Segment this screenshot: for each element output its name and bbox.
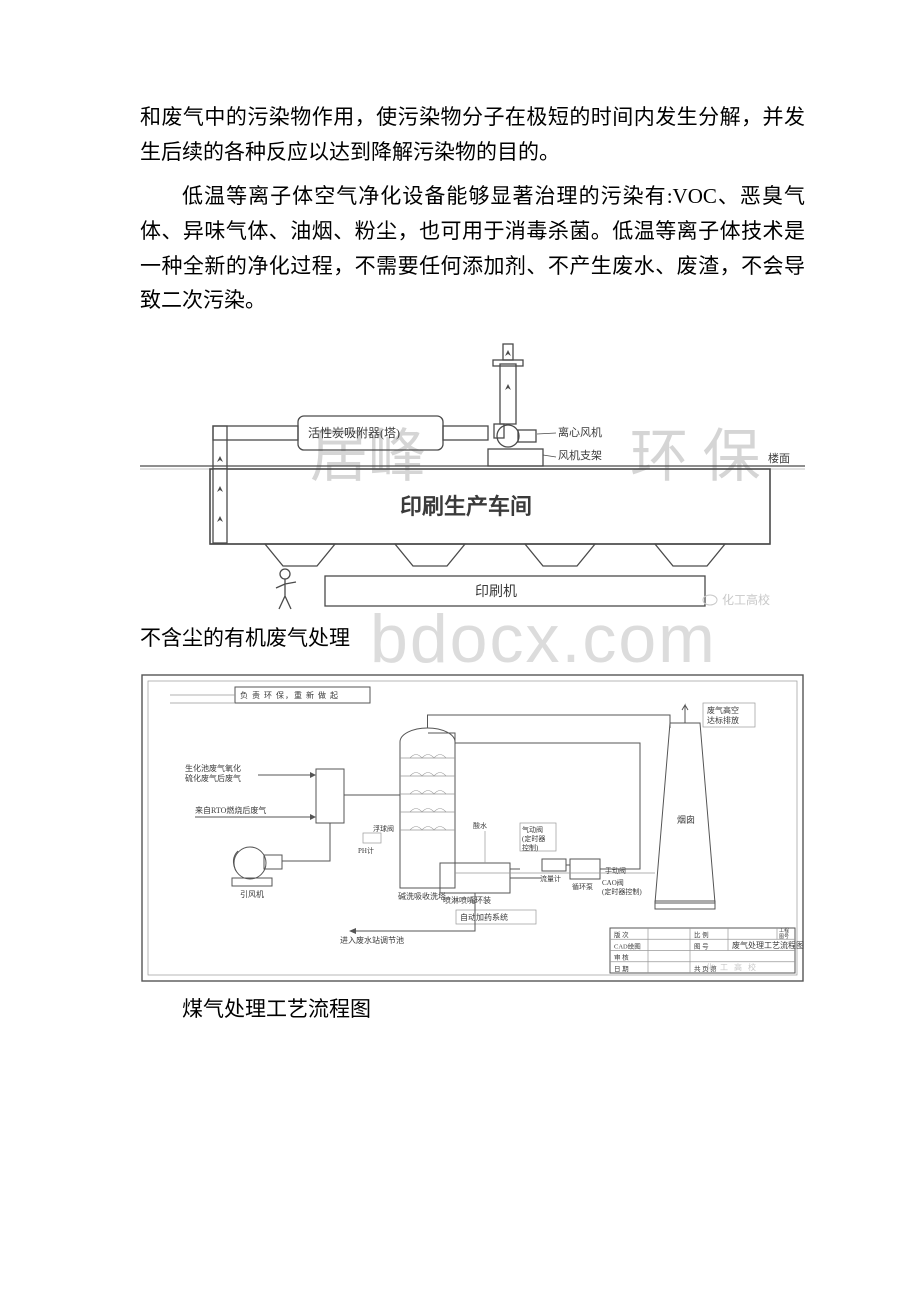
svg-text:日 期: 日 期 [614,965,629,973]
svg-text:审 核: 审 核 [614,953,629,962]
svg-text:来自RTO燃烧后废气: 来自RTO燃烧后废气 [195,805,266,815]
svg-text:印刷生产车间: 印刷生产车间 [400,494,532,519]
svg-text:PH计: PH计 [358,846,374,855]
svg-text:比 例: 比 例 [694,930,709,939]
svg-text:楼面: 楼面 [768,451,790,465]
figure-1-printing-workshop: 居峰环 保楼面印刷生产车间活性炭吸附器(塔)风机支架离心风机印刷机化工高校 [140,336,805,616]
svg-text:印刷机: 印刷机 [475,584,517,600]
svg-text:图号: 图号 [779,934,789,940]
svg-text:废气高空: 废气高空 [707,705,739,715]
figure-2-caption: 煤气处理工艺流程图 [140,993,805,1027]
svg-text:环 保: 环 保 [630,424,761,489]
svg-text:化 工 高 校: 化 工 高 校 [706,962,758,972]
svg-text:风机支架: 风机支架 [558,448,602,462]
svg-text:废气处理工艺流程图: 废气处理工艺流程图 [732,940,804,950]
svg-text:控制): 控制) [522,843,539,852]
svg-text:流量计: 流量计 [540,874,561,883]
svg-text:离心风机: 离心风机 [558,425,602,439]
svg-text:硫化废气后废气: 硫化废气后废气 [185,773,241,783]
svg-text:自动加药系统: 自动加药系统 [460,912,508,922]
svg-text:版 次: 版 次 [614,930,629,939]
figure-1-caption: 不含尘的有机废气处理 [140,626,350,650]
svg-text:(定时器控制): (定时器控制) [602,887,642,896]
svg-text:达标排放: 达标排放 [707,715,739,725]
svg-text:CAD绘图: CAD绘图 [614,942,641,951]
svg-text:化工高校: 化工高校 [722,592,770,607]
figure-2-gas-treatment-flow: 负 责 环 保，重 新 做 起烟囱 废气高空达标排放碱洗吸收洗塔 生化池废气氧化硫化… [140,673,805,983]
svg-text:活性炭吸附器(塔): 活性炭吸附器(塔) [308,426,400,440]
svg-text:喷淋喷嘴环装: 喷淋喷嘴环装 [443,895,491,905]
svg-text:浮球阀: 浮球阀 [373,824,394,833]
svg-text:循环泵: 循环泵 [572,882,593,891]
svg-text:烟囱: 烟囱 [677,814,695,825]
svg-text:气动阀: 气动阀 [522,825,543,834]
svg-text:图 号: 图 号 [694,943,709,951]
svg-text:工程: 工程 [779,927,789,934]
svg-text:引风机: 引风机 [240,889,264,899]
svg-text:酸水: 酸水 [473,821,487,830]
svg-text:负 责 环 保，重 新 做 起: 负 责 环 保，重 新 做 起 [240,690,339,700]
body-paragraph-1: 和废气中的污染物作用，使污染物分子在极短的时间内发生分解，并发生后续的各种反应以… [140,100,805,169]
svg-text:进入废水站调节池: 进入废水站调节池 [340,935,404,945]
svg-text:CAO阀: CAO阀 [602,878,624,887]
svg-text:(定时器: (定时器 [522,834,545,843]
svg-text:碱洗吸收洗塔: 碱洗吸收洗塔 [398,891,446,901]
svg-text:手动阀: 手动阀 [605,866,626,875]
svg-text:生化池废气氧化: 生化池废气氧化 [185,763,241,773]
body-paragraph-2: 低温等离子体空气净化设备能够显著治理的污染有:VOC、恶臭气体、异味气体、油烟、… [140,179,805,318]
